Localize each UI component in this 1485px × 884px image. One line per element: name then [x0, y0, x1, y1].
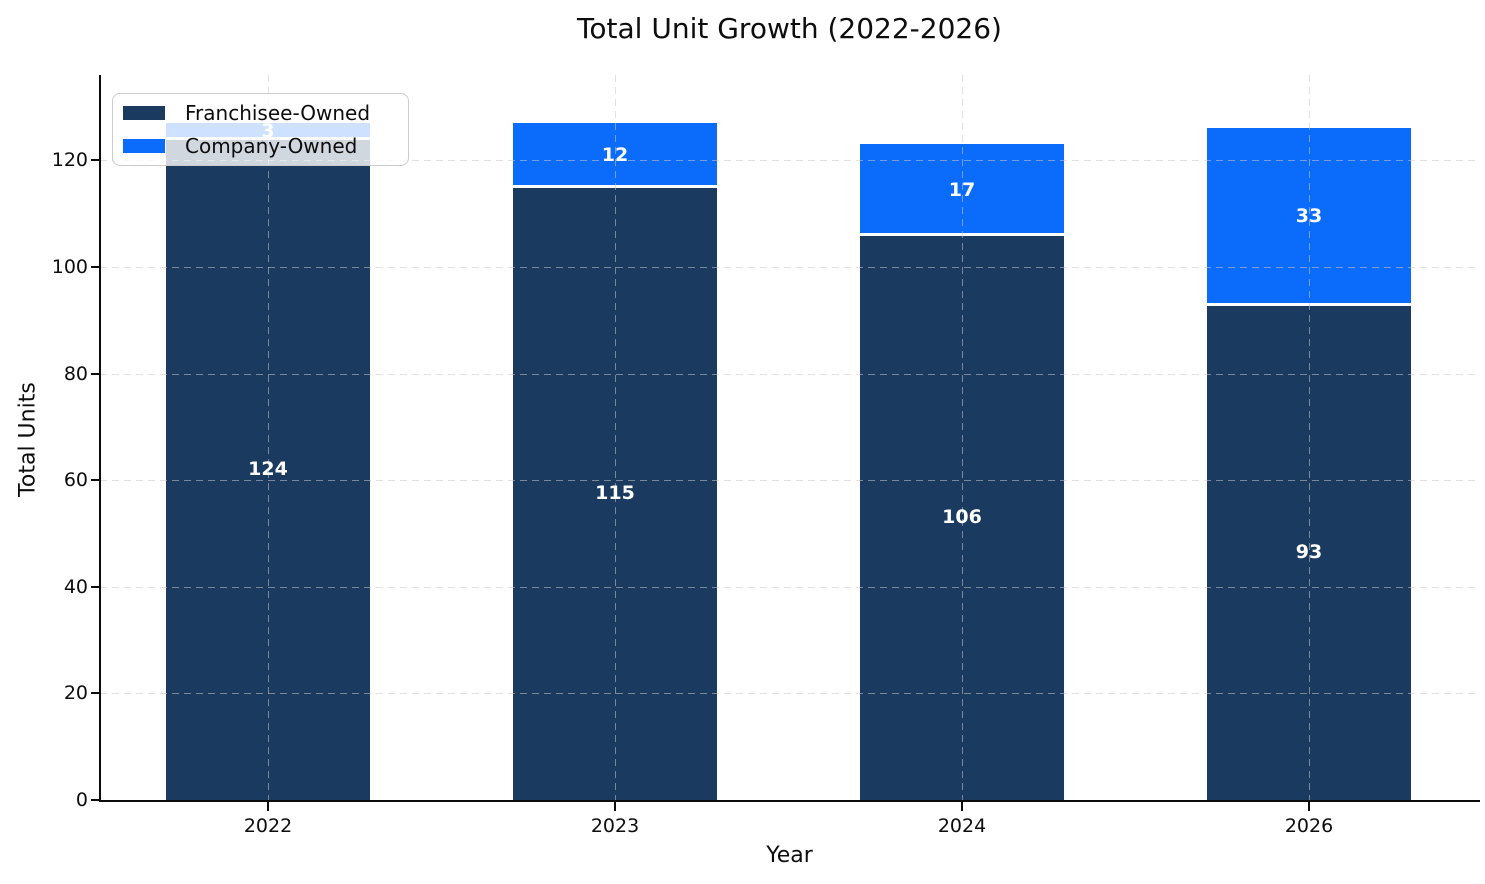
y-axis-spine	[99, 75, 101, 802]
h-gridline	[100, 266, 1479, 268]
y-tick-mark	[91, 479, 100, 482]
y-tick-label: 100	[51, 255, 88, 278]
y-tick-mark	[91, 372, 100, 375]
bar-value-label: 93	[1295, 541, 1323, 564]
y-tick-mark	[91, 585, 100, 588]
y-tick-mark	[91, 159, 100, 162]
x-tick-mark	[961, 802, 963, 811]
v-gridline	[962, 75, 963, 800]
x-tick-label: 2024	[937, 815, 987, 837]
legend-item-label: Franchisee-Owned	[185, 101, 371, 125]
x-tick-label: 2023	[590, 815, 640, 837]
bar-value-label: 33	[1295, 205, 1323, 228]
y-tick-label: 80	[63, 362, 88, 385]
bar-value-label: 115	[595, 482, 635, 505]
v-gridline	[1309, 75, 1310, 800]
h-gridline	[100, 586, 1479, 588]
x-tick-mark	[267, 802, 269, 811]
y-tick-label: 40	[63, 575, 88, 598]
y-tick-label: 120	[51, 149, 88, 172]
h-gridline	[100, 160, 1479, 162]
y-tick-label: 60	[63, 469, 88, 492]
x-tick-label: 2026	[1284, 815, 1334, 837]
bar-value-label: 17	[948, 178, 976, 201]
x-tick-mark	[614, 802, 616, 811]
y-tick-label: 20	[63, 682, 88, 705]
legend-item: Company-Owned	[123, 133, 398, 159]
y-tick-mark	[91, 692, 100, 695]
bar-value-label: 12	[601, 143, 629, 166]
x-tick-mark	[1308, 802, 1310, 811]
y-tick-mark	[91, 265, 100, 268]
legend: Franchisee-Owned Company-Owned	[112, 93, 409, 166]
x-axis-label: Year	[766, 843, 813, 868]
legend-swatch-icon	[123, 106, 165, 120]
y-tick-mark	[91, 799, 100, 801]
legend-swatch-icon	[123, 139, 165, 153]
chart-title: Total Unit Growth (2022-2026)	[577, 12, 1002, 45]
bar-value-label: 124	[248, 458, 288, 481]
h-gridline	[100, 693, 1479, 695]
legend-item: Franchisee-Owned	[123, 100, 398, 126]
h-gridline	[100, 480, 1479, 482]
bar-value-label: 106	[942, 506, 982, 529]
h-gridline	[100, 373, 1479, 375]
v-gridline	[268, 75, 269, 800]
y-axis-label: Total Units	[15, 382, 41, 497]
x-tick-label: 2022	[243, 815, 293, 837]
x-axis-spine	[99, 800, 1480, 802]
legend-item-label: Company-Owned	[185, 134, 358, 158]
y-tick-label: 0	[75, 789, 88, 811]
v-gridline	[615, 75, 616, 800]
